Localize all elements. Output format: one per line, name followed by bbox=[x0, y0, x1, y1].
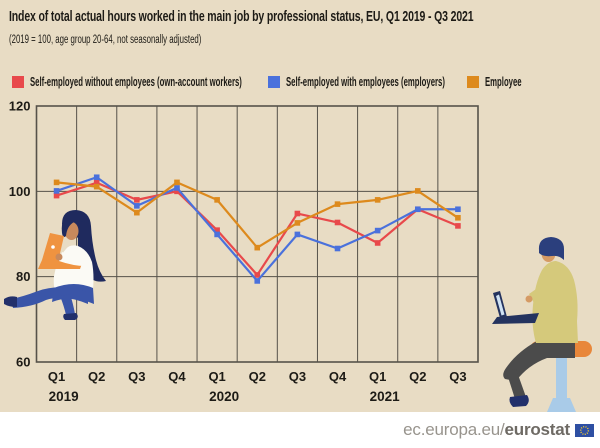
woman-leg-bent bbox=[60, 294, 75, 315]
data-point-marker bbox=[334, 245, 341, 252]
data-point-marker bbox=[214, 231, 220, 238]
x-axis-tick-label: Q4 bbox=[329, 369, 347, 384]
data-point-marker bbox=[294, 210, 301, 217]
eurostat-eu-flag-logo bbox=[575, 423, 594, 437]
x-axis-tick-label: Q3 bbox=[128, 369, 145, 384]
page-subtitle: (2019 = 100, age group 20-64, not season… bbox=[9, 34, 202, 46]
woman-shoe-left bbox=[4, 296, 17, 307]
legend-swatch-employee bbox=[467, 75, 479, 88]
data-point-marker bbox=[53, 179, 60, 186]
plot-area: 120 100 80 60 Q1 Q2 Q3 Q4 Q1 Q2 Q3 Q4 Q1 Q2 Q3 2019 2020… bbox=[9, 99, 479, 404]
data-point-marker bbox=[334, 201, 341, 207]
y-axis-tick-label: 100 bbox=[9, 184, 31, 199]
illustration-woman-laptop bbox=[4, 210, 106, 320]
x-axis-tick-label: Q3 bbox=[449, 369, 466, 384]
woman-laptop-logo-dot bbox=[51, 245, 55, 249]
x-axis-tick-label: Q3 bbox=[289, 369, 306, 384]
data-point-marker bbox=[374, 227, 381, 234]
data-point-marker bbox=[134, 209, 140, 216]
data-point-marker bbox=[455, 223, 461, 229]
data-point-marker bbox=[414, 188, 421, 194]
data-point-marker bbox=[294, 231, 301, 238]
data-point-marker bbox=[93, 174, 100, 181]
woman-leg-extended bbox=[11, 287, 88, 308]
y-axis-tick-label: 80 bbox=[16, 269, 30, 284]
data-point-marker bbox=[214, 227, 220, 233]
legend-item-employee: Employee bbox=[467, 74, 544, 89]
man-torso bbox=[532, 261, 578, 343]
woman-arm bbox=[59, 252, 86, 266]
y-axis-tick-label: 120 bbox=[9, 99, 31, 114]
data-point-marker bbox=[134, 203, 140, 209]
man-hand bbox=[525, 295, 533, 303]
legend-swatch-own-account bbox=[12, 75, 24, 88]
data-point-marker bbox=[334, 219, 341, 226]
legend-label: Self-employed without employees (own-acc… bbox=[30, 74, 242, 89]
legend-label: Employee bbox=[485, 74, 522, 89]
x-axis-tick-label: Q2 bbox=[88, 369, 105, 384]
data-point-marker bbox=[414, 206, 421, 213]
data-point-marker bbox=[374, 197, 381, 203]
woman-hair-front bbox=[61, 211, 89, 237]
x-axis-tick-label: Q1 bbox=[369, 369, 386, 384]
data-point-marker bbox=[174, 179, 180, 186]
legend-item-own-account: Self-employed without employees (own-acc… bbox=[12, 74, 372, 89]
data-point-marker bbox=[174, 188, 180, 195]
x-axis-tick-label: Q2 bbox=[409, 369, 426, 384]
man-laptop-screen-panel bbox=[496, 294, 505, 316]
man-lower-leg bbox=[506, 369, 526, 399]
legend-item-employers: Self-employed with employees (employers) bbox=[268, 74, 542, 89]
data-point-marker bbox=[93, 183, 100, 190]
man-hair bbox=[538, 237, 564, 260]
footer: ec.europa.eu/eurostat bbox=[0, 412, 600, 448]
year-label: 2020 bbox=[209, 389, 239, 404]
man-shoe bbox=[509, 395, 529, 407]
data-point-marker bbox=[174, 185, 180, 191]
man-laptop-base bbox=[492, 313, 539, 324]
x-axis-tick-label: Q4 bbox=[168, 369, 186, 384]
legend-label: Self-employed with employees (employers) bbox=[286, 74, 445, 89]
y-axis-tick-label: 60 bbox=[16, 355, 30, 370]
data-point-marker bbox=[53, 192, 60, 199]
year-label: 2019 bbox=[49, 389, 79, 404]
woman-shoe-right bbox=[63, 313, 78, 320]
data-point-marker bbox=[294, 220, 301, 226]
data-point-marker bbox=[134, 197, 140, 203]
man-arm bbox=[529, 272, 564, 303]
plot-border bbox=[35, 105, 479, 363]
year-label: 2021 bbox=[370, 389, 401, 404]
data-point-marker bbox=[254, 272, 261, 278]
footer-url: ec.europa.eu/eurostat bbox=[403, 420, 570, 440]
x-axis-tick-label: Q1 bbox=[48, 369, 65, 384]
page-title: Index of total actual hours worked in th… bbox=[9, 8, 474, 25]
legend-swatch-employers bbox=[268, 75, 280, 88]
footer-url-bold: eurostat bbox=[504, 420, 571, 439]
data-point-marker bbox=[254, 244, 261, 251]
stool-leg bbox=[556, 356, 567, 402]
data-point-marker bbox=[455, 214, 461, 221]
line-chart: 120 100 80 60 Q1 Q2 Q3 Q4 Q1 Q2 Q3 Q4 Q1 Q2 Q3 2019 2020… bbox=[4, 99, 592, 412]
x-axis-tick-label: Q1 bbox=[208, 369, 225, 384]
stool-base bbox=[547, 398, 576, 412]
data-point-marker bbox=[374, 240, 381, 246]
man-pants bbox=[503, 341, 575, 381]
data-point-marker bbox=[53, 188, 60, 194]
data-point-marker bbox=[214, 197, 220, 203]
x-axis-tick-label: Q2 bbox=[249, 369, 266, 384]
data-point-marker bbox=[93, 180, 100, 186]
footer-url-regular: ec.europa.eu/ bbox=[403, 420, 505, 439]
illustration-man-laptop bbox=[492, 237, 592, 412]
data-point-marker bbox=[455, 206, 461, 213]
data-point-marker bbox=[254, 278, 261, 284]
woman-hand bbox=[55, 253, 63, 261]
